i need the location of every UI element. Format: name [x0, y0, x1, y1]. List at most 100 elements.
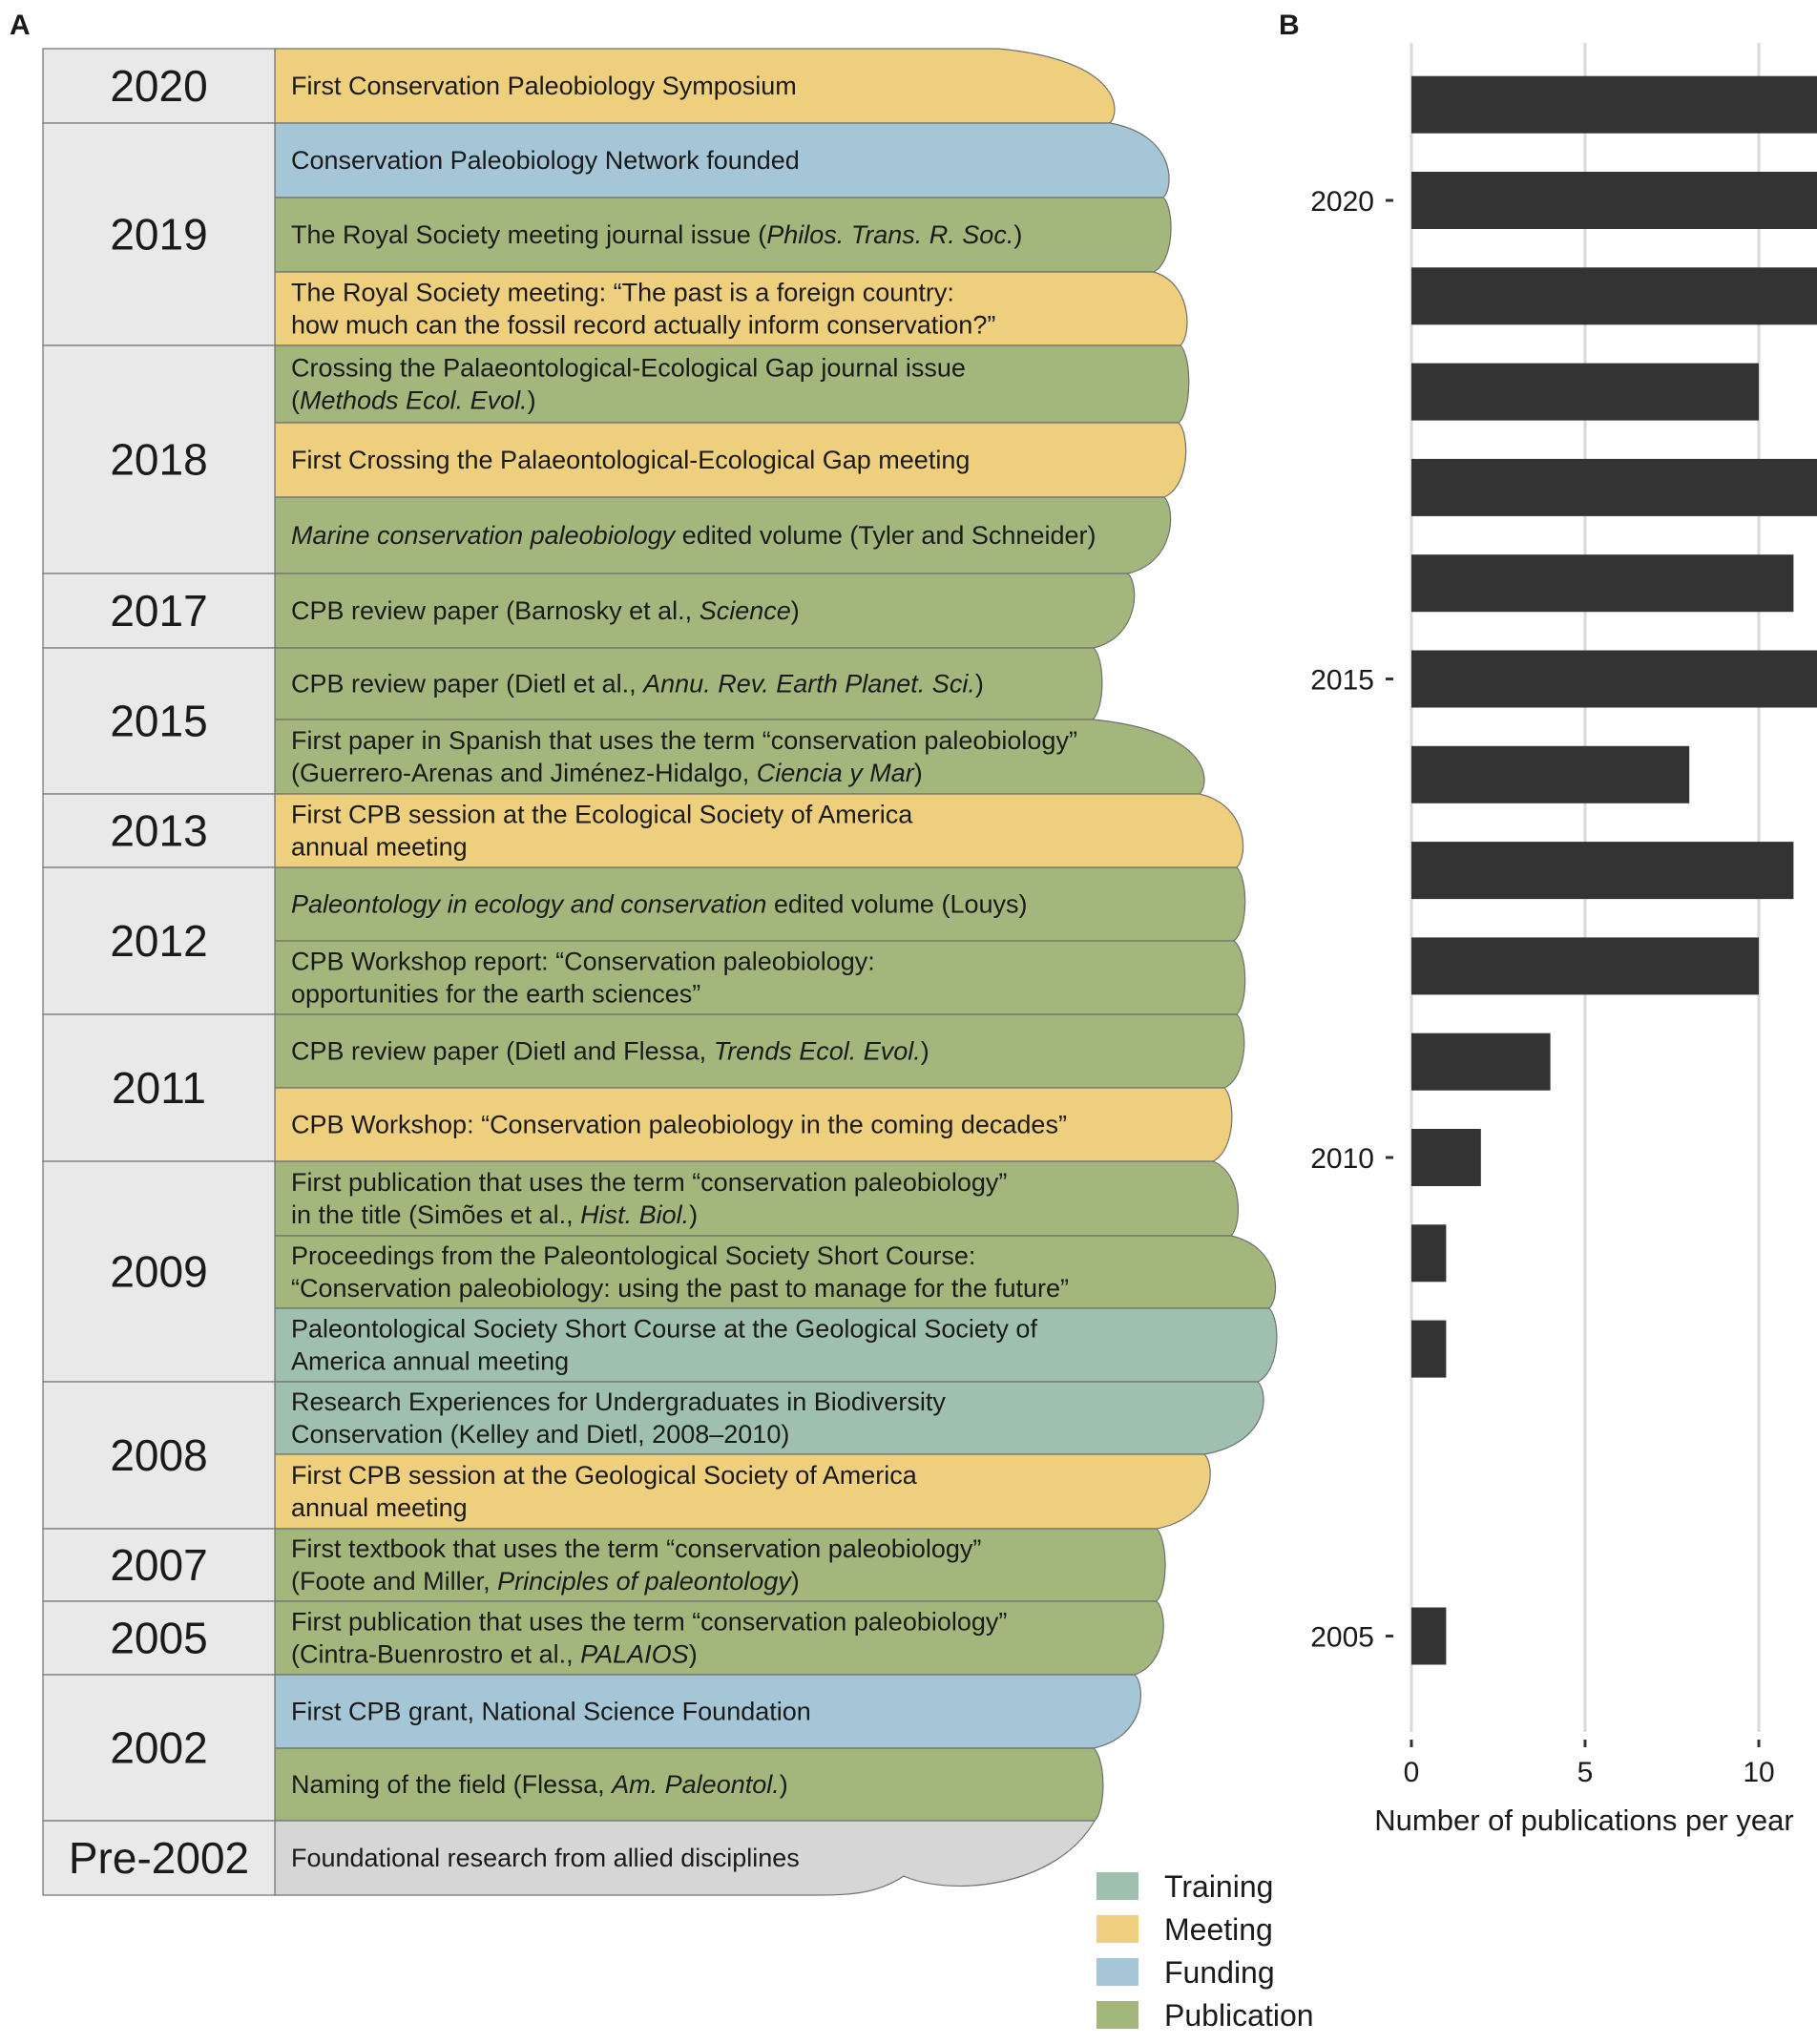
panel-b-label: B [1279, 10, 1300, 41]
year-label: 2009 [110, 1247, 207, 1297]
legend-label: Meeting [1164, 1912, 1273, 1947]
panel-a-label: A [10, 10, 31, 41]
event-label: First Conservation Paleobiology Symposiu… [291, 72, 797, 100]
event-label: Paleontology in ecology and conservation… [291, 890, 1027, 919]
event-label: The Royal Society meeting: “The past is … [291, 279, 954, 307]
x-tick-label: 0 [1404, 1757, 1420, 1788]
year-group: CPB review paper (Dietl et al., Annu. Re… [42, 647, 1205, 795]
bar [1411, 554, 1794, 613]
event-band [274, 1820, 1096, 1896]
event-label: The Royal Society meeting journal issue … [291, 220, 1022, 249]
year-label: 2015 [110, 697, 207, 746]
year-box [42, 344, 276, 574]
year-label: 2018 [110, 435, 207, 485]
event-label: Naming of the field (Flessa, Am. Paleont… [291, 1770, 788, 1799]
year-box [42, 1674, 276, 1822]
y-tick-label: 2010 [1310, 1143, 1374, 1175]
event-label: First textbook that uses the term “conse… [291, 1534, 981, 1563]
event-label: Proceedings from the Paleontological Soc… [291, 1241, 975, 1270]
event-label: (Cintra-Buenrostro et al., PALAIOS) [291, 1640, 698, 1669]
bar [1411, 745, 1690, 803]
y-axis: 2005 2010 2015 2020 [1310, 186, 1393, 1654]
event-label: First Crossing the Palaeontological-Ecol… [291, 446, 970, 474]
year-label: 2017 [110, 586, 207, 636]
legend-swatch [1096, 1872, 1138, 1900]
event-label: Marine conservation paleobiology edited … [291, 521, 1096, 550]
event-label: CPB review paper (Barnosky et al., Scien… [291, 596, 800, 625]
legend-swatch [1096, 1958, 1138, 1986]
legend-label: Training [1164, 1869, 1273, 1904]
year-label: 2020 [110, 61, 207, 111]
event-label: how much can the fossil record actually … [291, 311, 995, 340]
event-label: First paper in Spanish that uses the ter… [291, 726, 1077, 755]
event-label: CPB Workshop: “Conservation paleobiology… [291, 1111, 1067, 1139]
event-label: (Foote and Miller, Principles of paleont… [291, 1567, 800, 1596]
event-label: First CPB session at the Geological Soci… [291, 1461, 918, 1490]
y-tick-label: 2015 [1310, 665, 1374, 697]
year-box [42, 573, 276, 649]
event-label: First publication that uses the term “co… [291, 1608, 1007, 1637]
year-group: Foundational research from allied discip… [42, 1820, 1096, 1896]
event-label: CPB Workshop report: “Conservation paleo… [291, 948, 875, 976]
bar [1411, 650, 1817, 708]
legend-label: Publication [1164, 1998, 1314, 2033]
year-box [42, 1820, 276, 1896]
year-group: Research Experiences for Undergraduates … [42, 1381, 1264, 1530]
event-band [274, 719, 1205, 795]
event-label: opportunities for the earth sciences” [291, 980, 700, 1009]
event-label: CPB review paper (Dietl et al., Annu. Re… [291, 670, 984, 699]
year-box [42, 1160, 276, 1383]
bar [1411, 363, 1759, 421]
year-group: First publication that uses the term “co… [42, 1160, 1278, 1383]
event-label: First CPB grant, National Science Founda… [291, 1698, 811, 1726]
year-label: 2019 [110, 210, 207, 260]
legend-swatch [1096, 2001, 1138, 2029]
year-box [42, 122, 276, 346]
event-label: Foundational research from allied discip… [291, 1844, 800, 1872]
x-axis: 05101520Number of publications per year [1374, 1740, 1794, 1837]
bar [1411, 1320, 1447, 1378]
legend: Training Meeting Funding Publication [1096, 1869, 1314, 2033]
year-group: First CPB grant, National Science Founda… [42, 1674, 1142, 1822]
event-label: (Methods Ecol. Evol.) [291, 386, 536, 415]
event-label: Research Experiences for Undergraduates … [291, 1387, 946, 1416]
year-group: First textbook that uses the term “conse… [42, 1528, 1166, 1602]
year-label: 2005 [110, 1614, 207, 1663]
year-label: 2007 [110, 1540, 207, 1590]
bar [1411, 937, 1759, 995]
event-band [274, 48, 1116, 124]
timeline-panel: First Conservation Paleobiology Symposiu… [42, 48, 1314, 2033]
year-label: 2002 [110, 1723, 207, 1773]
year-group: CPB review paper (Dietl and Flessa, Tren… [42, 1013, 1245, 1162]
year-box [42, 1528, 276, 1602]
year-group: CPB review paper (Barnosky et al., Scien… [42, 573, 1136, 649]
bar [1411, 172, 1817, 229]
y-tick-label: 2020 [1310, 186, 1374, 218]
bar [1411, 1607, 1447, 1665]
event-label: First publication that uses the term “co… [291, 1168, 1007, 1197]
bar [1411, 1032, 1551, 1091]
event-label: Crossing the Palaeontological-Ecological… [291, 354, 966, 383]
year-group: Crossing the Palaeontological-Ecological… [42, 344, 1190, 574]
year-box [42, 866, 276, 1015]
year-group: Paleontology in ecology and conservation… [42, 866, 1246, 1015]
bar [1411, 267, 1817, 325]
year-box [42, 48, 276, 124]
bar [1411, 75, 1817, 134]
event-label: (Guerrero-Arenas and Jiménez-Hidalgo, Ci… [291, 759, 923, 787]
bars [1411, 75, 1817, 1665]
year-group: First Conservation Paleobiology Symposiu… [42, 48, 1116, 124]
year-group: Conservation Paleobiology Network founde… [42, 122, 1188, 346]
event-label: Paleontological Society Short Course at … [291, 1315, 1037, 1344]
event-label: annual meeting [291, 833, 468, 862]
year-group: First publication that uses the term “co… [42, 1600, 1164, 1676]
year-label: 2012 [110, 916, 207, 966]
bar [1411, 1224, 1447, 1283]
event-label: CPB review paper (Dietl and Flessa, Tren… [291, 1037, 929, 1066]
event-label: First CPB session at the Ecological Soci… [291, 801, 913, 829]
bar [1411, 842, 1794, 900]
x-tick-label: 5 [1577, 1757, 1594, 1788]
event-label: Conservation Paleobiology Network founde… [291, 146, 800, 175]
bar [1411, 458, 1817, 516]
